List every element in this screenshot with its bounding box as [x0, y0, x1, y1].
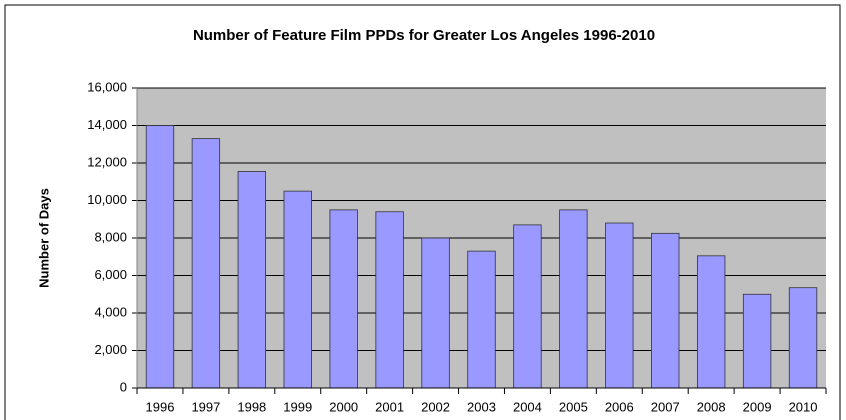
bar	[145, 125, 175, 389]
x-tick-label: 2009	[743, 399, 772, 414]
bar	[237, 171, 267, 389]
y-tick-label: 14,000	[87, 117, 127, 132]
bar	[651, 232, 680, 389]
x-tick-label: 2005	[559, 399, 588, 414]
y-tick-label: 4,000	[94, 304, 127, 319]
y-tick-label: 2,000	[94, 342, 127, 357]
x-tick-label: 2001	[375, 399, 404, 414]
y-axis-label: Number of Days	[36, 188, 51, 288]
bar	[375, 211, 404, 389]
bar	[283, 190, 312, 389]
x-tick-label: 2002	[421, 399, 450, 414]
bar	[605, 222, 634, 389]
x-tick-label: 1997	[191, 399, 220, 414]
y-tick-label: 10,000	[87, 192, 127, 207]
x-tick-label: 2000	[329, 399, 358, 414]
y-tick-label: 16,000	[87, 79, 127, 94]
x-tick-label: 1999	[283, 399, 312, 414]
x-tick-label: 2004	[513, 399, 542, 414]
chart-title: Number of Feature Film PPDs for Greater …	[193, 27, 655, 44]
bar	[788, 287, 818, 389]
x-tick-label: 2008	[697, 399, 726, 414]
bar	[559, 209, 588, 389]
bar	[329, 209, 358, 389]
x-tick-label: 2003	[467, 399, 496, 414]
bar	[191, 138, 221, 389]
bar	[513, 224, 542, 389]
x-tick-label: 1996	[146, 399, 175, 414]
bar	[696, 255, 726, 389]
bar	[742, 293, 772, 389]
y-tick-label: 12,000	[87, 154, 127, 169]
y-tick-label: 8,000	[94, 229, 127, 244]
x-tick-label: 1998	[237, 399, 266, 414]
y-tick-label: 0	[120, 379, 127, 394]
x-tick-label: 2006	[605, 399, 634, 414]
x-tick-label: 2007	[651, 399, 680, 414]
bar	[421, 237, 450, 389]
x-tick-label: 2010	[789, 399, 818, 414]
y-tick-label: 6,000	[94, 267, 127, 282]
bar	[467, 250, 496, 389]
